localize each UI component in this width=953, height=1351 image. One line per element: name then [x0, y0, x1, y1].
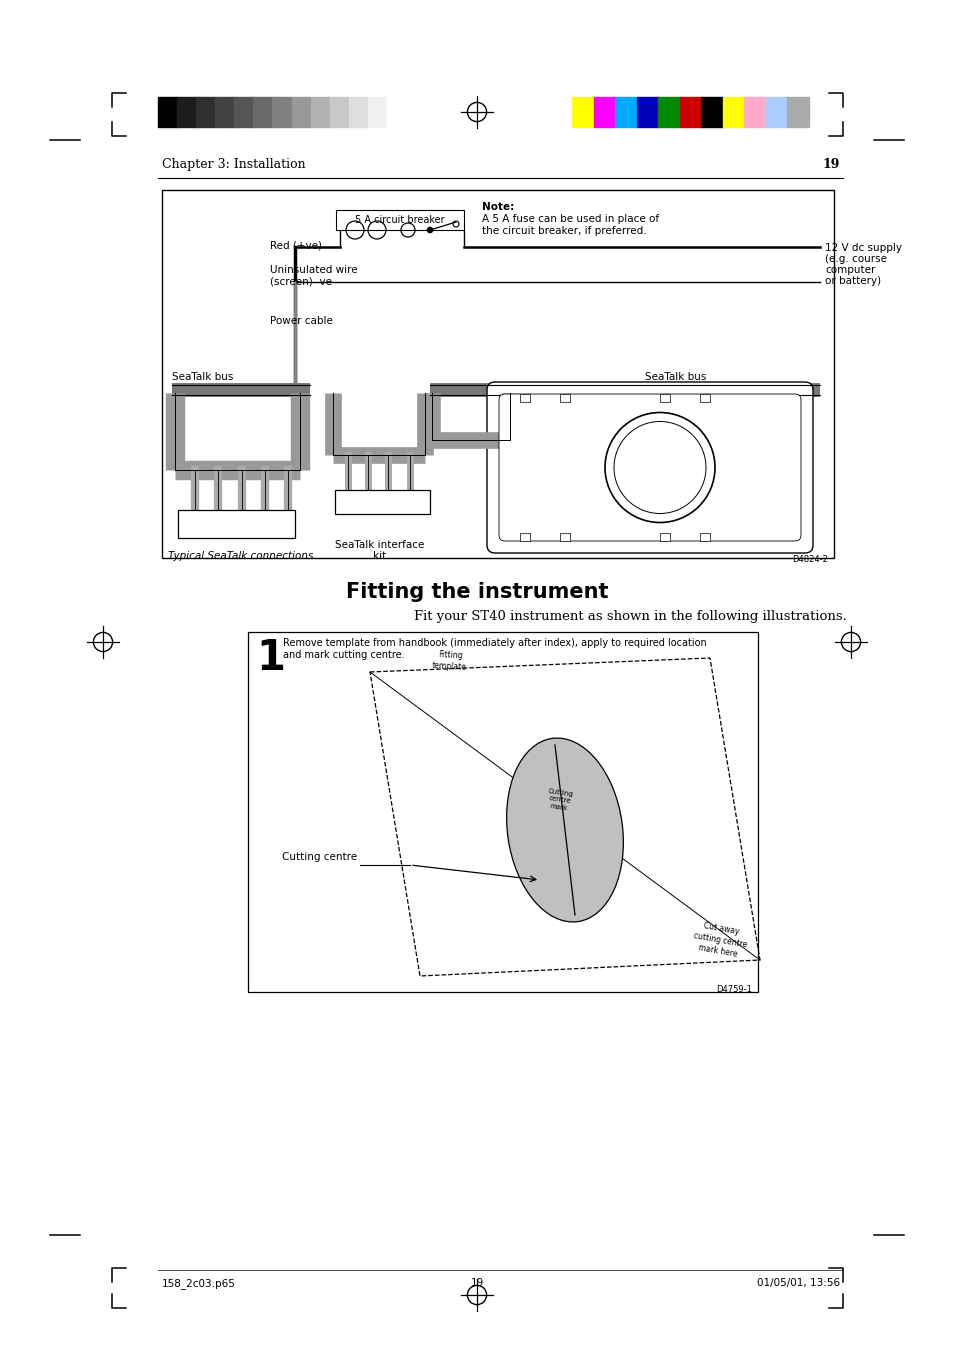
Bar	[178, 509, 294, 538]
Text: Typical SeaTalk connections: Typical SeaTalk connections	[168, 551, 313, 561]
Text: Cutting centre: Cutting centre	[281, 852, 356, 862]
Bar	[572, 97, 594, 127]
Bar	[177, 97, 196, 127]
Text: Fitting the instrument: Fitting the instrument	[345, 582, 608, 603]
Text: (e.g. course: (e.g. course	[824, 254, 886, 263]
Bar	[700, 394, 709, 403]
Text: 1: 1	[255, 638, 285, 680]
Text: (screen) -ve: (screen) -ve	[270, 277, 332, 286]
Bar	[559, 394, 569, 403]
Text: Fitting
template: Fitting template	[432, 650, 467, 671]
Circle shape	[427, 227, 433, 232]
Bar	[273, 97, 292, 127]
Text: Fit your ST40 instrument as shown in the following illustrations.: Fit your ST40 instrument as shown in the…	[414, 611, 846, 623]
Bar	[387, 97, 406, 127]
FancyBboxPatch shape	[486, 382, 812, 553]
Bar	[722, 97, 744, 127]
Text: 12 V dc supply: 12 V dc supply	[824, 243, 901, 253]
Bar	[248, 632, 758, 992]
Bar	[765, 97, 787, 127]
Text: or battery): or battery)	[824, 276, 881, 286]
Bar	[658, 97, 679, 127]
Bar	[215, 97, 234, 127]
Text: SeaTalk bus: SeaTalk bus	[172, 372, 233, 382]
Text: 19: 19	[470, 1278, 483, 1288]
Text: A 5 A fuse can be used in place of: A 5 A fuse can be used in place of	[481, 213, 659, 224]
Text: the circuit breaker, if preferred.: the circuit breaker, if preferred.	[481, 226, 646, 236]
Bar	[743, 97, 765, 127]
Bar	[636, 97, 658, 127]
Bar	[158, 97, 177, 127]
Text: 19: 19	[821, 158, 840, 172]
Bar	[786, 97, 809, 127]
Bar	[659, 394, 669, 403]
FancyBboxPatch shape	[498, 394, 801, 540]
Bar	[519, 534, 530, 540]
Text: Power cable: Power cable	[270, 316, 333, 326]
Bar	[253, 97, 273, 127]
Text: SeaTalk interface: SeaTalk interface	[335, 540, 424, 550]
Bar	[335, 209, 463, 230]
Ellipse shape	[506, 738, 622, 921]
Bar	[349, 97, 368, 127]
Text: Remove template from handbook (immediately after index), apply to required locat: Remove template from handbook (immediate…	[283, 638, 706, 648]
Bar	[196, 97, 215, 127]
Bar	[659, 534, 669, 540]
Bar	[679, 97, 701, 127]
Text: Chapter 3: Installation: Chapter 3: Installation	[162, 158, 305, 172]
Bar	[700, 97, 722, 127]
Text: and mark cutting centre.: and mark cutting centre.	[283, 650, 404, 661]
Bar	[593, 97, 615, 127]
Bar	[559, 534, 569, 540]
Text: Cutting
centre
mark: Cutting centre mark	[545, 788, 574, 812]
Text: Cut away
cutting centre
mark here: Cut away cutting centre mark here	[690, 920, 748, 961]
Bar	[615, 97, 637, 127]
Text: kit: kit	[373, 551, 386, 561]
Text: Red (+ve): Red (+ve)	[270, 240, 322, 250]
Bar	[700, 534, 709, 540]
Bar	[162, 190, 833, 558]
Bar	[311, 97, 330, 127]
Text: 158_2c03.p65: 158_2c03.p65	[162, 1278, 235, 1289]
Text: 5 A circuit breaker: 5 A circuit breaker	[355, 215, 444, 226]
Text: 01/05/01, 13:56: 01/05/01, 13:56	[756, 1278, 840, 1288]
Text: computer: computer	[824, 265, 875, 276]
Text: D4759-1: D4759-1	[716, 985, 751, 994]
Text: SeaTalk bus: SeaTalk bus	[644, 372, 705, 382]
Bar	[292, 97, 311, 127]
Bar	[330, 97, 349, 127]
Bar	[335, 490, 430, 513]
Circle shape	[604, 412, 714, 523]
Circle shape	[614, 422, 705, 513]
Text: Note:: Note:	[481, 203, 514, 212]
Text: D4824-2: D4824-2	[791, 555, 827, 563]
Text: Uninsulated wire: Uninsulated wire	[270, 265, 357, 276]
Bar	[368, 97, 387, 127]
Bar	[234, 97, 253, 127]
Bar	[519, 394, 530, 403]
